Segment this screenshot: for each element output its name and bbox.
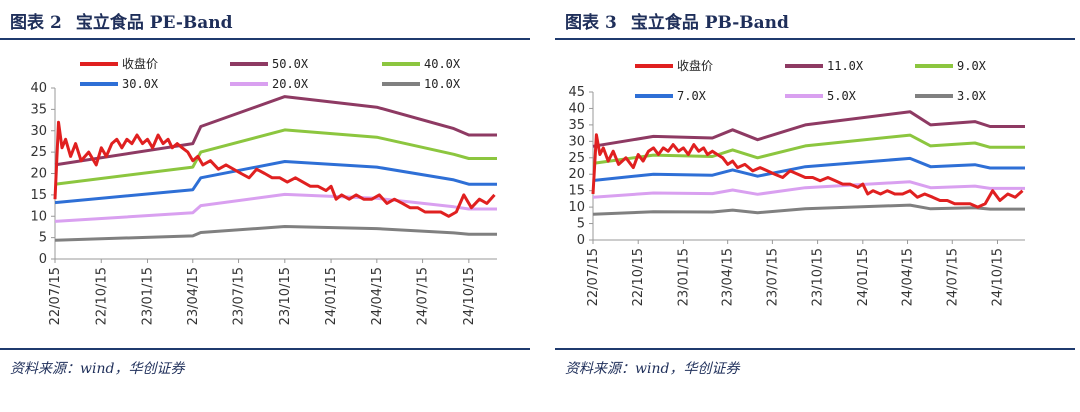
y-tick-label: 45: [568, 85, 585, 100]
y-tick-label: 25: [30, 145, 47, 160]
legend-label: 收盘价: [677, 58, 713, 73]
legend-label: 7.0X: [677, 89, 707, 103]
x-tick-label: 24/10/15: [990, 248, 1005, 306]
source-rule: [555, 348, 1075, 350]
x-tick-label: 24/04/15: [370, 267, 385, 325]
figure-number: 2: [50, 13, 62, 33]
legend-label: 20.0X: [272, 77, 309, 91]
title-rule: [0, 38, 530, 40]
x-tick-label: 23/04/15: [186, 267, 201, 325]
legend-label: 9.0X: [957, 59, 987, 73]
legend-label: 30.0X: [122, 77, 159, 91]
title-rule: [555, 38, 1075, 40]
series-line-收盘价: [53, 120, 496, 218]
series-line-50.0X: [54, 95, 497, 167]
source-note: 资料来源：wind，华创证券: [10, 361, 185, 377]
x-tick-label: 23/10/15: [278, 267, 293, 325]
y-tick-label: 30: [568, 134, 585, 149]
legend-label: 5.0X: [827, 89, 857, 103]
figure-number: 3: [605, 13, 617, 33]
x-tick-label: 22/07/15: [48, 267, 63, 325]
x-tick-label: 24/10/15: [462, 267, 477, 325]
x-tick-label: 23/07/15: [232, 267, 247, 325]
figure-label: 图表: [10, 13, 44, 33]
y-tick-label: 15: [568, 184, 585, 199]
y-tick-label: 20: [568, 167, 585, 182]
y-tick-label: 30: [30, 124, 47, 139]
source-note: 资料来源：wind，华创证券: [565, 361, 740, 377]
y-tick-label: 5: [577, 217, 585, 232]
pe-band-panel: 图表 2 宝立食品 PE-Band 0 5 10 15 20 25 30 35 40 22/07/15…: [0, 0, 530, 412]
x-tick-label: 22/10/15: [94, 267, 109, 325]
x-tick-label: 22/07/15: [586, 248, 601, 306]
legend-label: 11.0X: [827, 59, 864, 73]
y-tick-label: 20: [30, 167, 47, 182]
y-tick-label: 10: [30, 209, 47, 224]
series-line-30.0X: [54, 160, 497, 205]
y-tick-label: 25: [568, 151, 585, 166]
x-tick-label: 24/04/15: [901, 248, 916, 306]
legend-label: 3.0X: [957, 89, 987, 103]
y-tick-label: 10: [568, 200, 585, 215]
x-tick-label: 23/07/15: [765, 248, 780, 306]
legend-label: 收盘价: [122, 56, 158, 71]
pb-band-panel: 图表 3 宝立食品 PB-Band 0 5 10 15 20 25 30 35 40 45 22/07/…: [555, 0, 1075, 412]
series-line-3.0X: [592, 203, 1025, 216]
legend-label: 40.0X: [424, 57, 461, 71]
pb-chart-title: 图表 3 宝立食品 PB-Band: [565, 8, 789, 33]
y-tick-label: 0: [39, 252, 47, 267]
series-line-20.0X: [54, 192, 497, 223]
chart-title-text: 宝立食品 PE-Band: [75, 13, 233, 33]
y-tick-label: 40: [30, 81, 47, 96]
y-tick-label: 40: [568, 101, 585, 116]
x-tick-label: 23/01/15: [141, 267, 156, 325]
x-tick-label: 23/01/15: [676, 248, 691, 306]
pe-chart-title: 图表 2 宝立食品 PE-Band: [10, 8, 233, 33]
series-line-收盘价: [591, 133, 1024, 209]
y-tick-label: 15: [30, 188, 47, 203]
source-rule: [0, 348, 530, 350]
series-line-10.0X: [54, 225, 497, 242]
series-line-9.0X: [592, 133, 1025, 165]
legend-label: 10.0X: [424, 77, 461, 91]
series-line-40.0X: [54, 128, 497, 186]
x-tick-label: 24/01/15: [856, 248, 871, 306]
series-line-5.0X: [592, 180, 1025, 199]
y-tick-label: 5: [39, 231, 47, 246]
figure-label: 图表: [565, 13, 599, 33]
x-tick-label: 24/07/15: [416, 267, 431, 325]
legend-label: 50.0X: [272, 57, 309, 71]
series-line-11.0X: [592, 110, 1025, 148]
x-tick-label: 23/10/15: [811, 248, 826, 306]
y-tick-label: 0: [577, 233, 585, 248]
y-tick-label: 35: [568, 118, 585, 133]
y-tick-label: 35: [30, 102, 47, 117]
x-tick-label: 23/04/15: [721, 248, 736, 306]
series-line-7.0X: [592, 156, 1025, 182]
x-tick-label: 24/07/15: [945, 248, 960, 306]
pe-band-chart: 0 5 10 15 20 25 30 35 40 22/07/15 22/10/15 23/01/15…: [30, 56, 497, 325]
x-tick-label: 24/01/15: [324, 267, 339, 325]
x-tick-label: 22/10/15: [631, 248, 646, 306]
chart-title-text: 宝立食品 PB-Band: [630, 13, 789, 33]
